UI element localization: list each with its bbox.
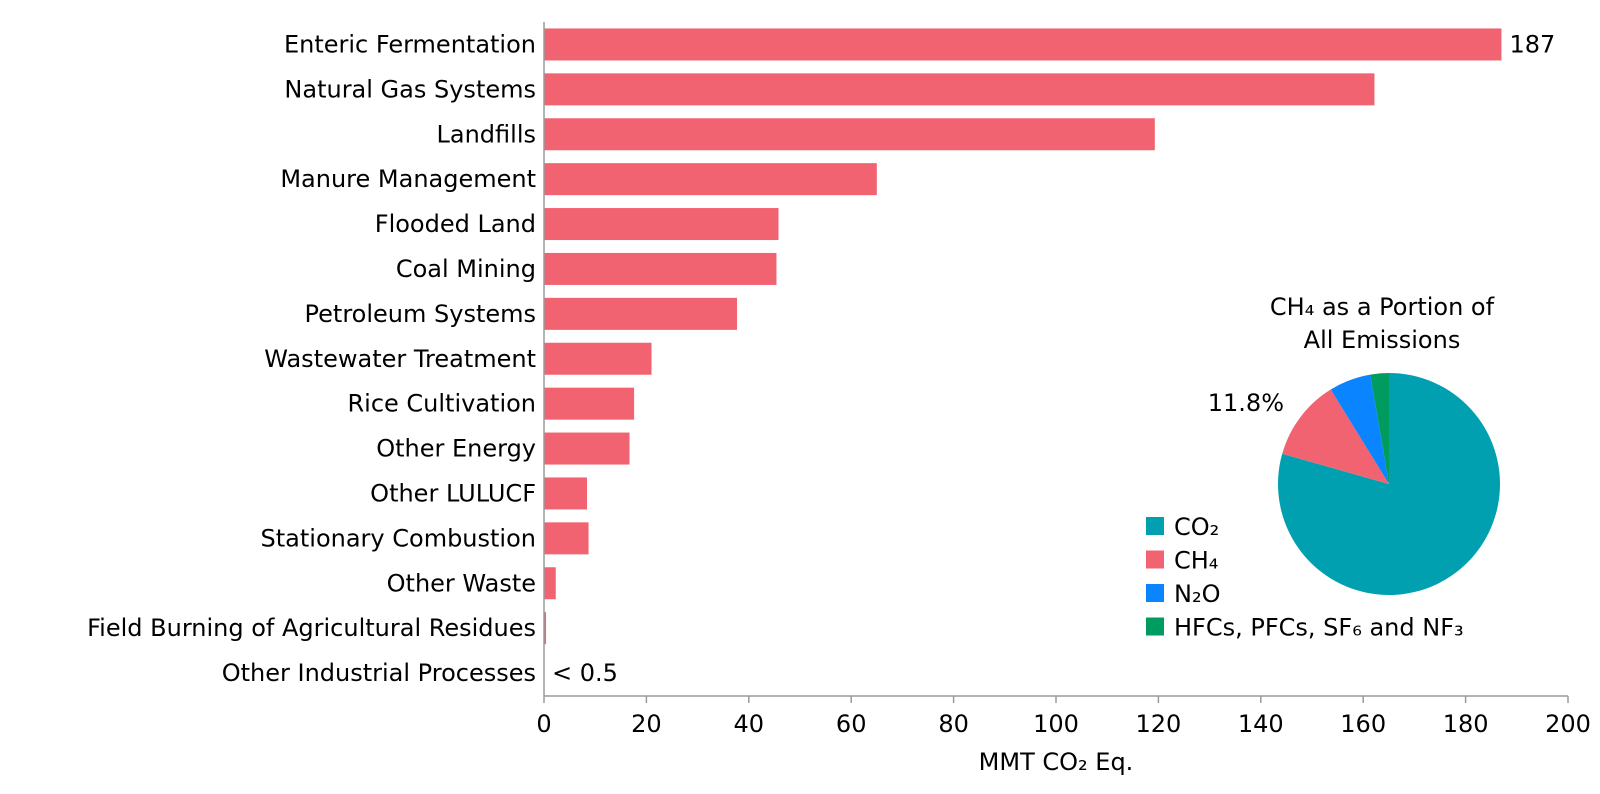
x-tick-label-20: 20 <box>631 710 662 738</box>
bar-other-lulucf <box>544 477 588 510</box>
category-label-other-lulucf: Other LULUCF <box>370 479 536 507</box>
legend-label-3: HFCs, PFCs, SF₆ and NF₃ <box>1174 614 1464 642</box>
category-label-enteric-fermentation: Enteric Fermentation <box>284 30 536 58</box>
x-tick-label-120: 120 <box>1135 710 1181 738</box>
x-tick-label-0: 0 <box>536 710 551 738</box>
category-label-wastewater-treatment: Wastewater Treatment <box>264 345 536 373</box>
pie-chart: CH₄ as a Portion of All Emissions 11.8% … <box>1146 293 1501 642</box>
data-labels: 187 < 0.5 <box>552 30 1555 687</box>
category-label-other-waste: Other Waste <box>387 569 536 597</box>
legend-label-0: CO₂ <box>1174 513 1219 541</box>
legend-label-2: N₂O <box>1174 580 1220 608</box>
category-label-other-industrial-processes: Other Industrial Processes <box>222 659 536 687</box>
legend-swatch-1 <box>1146 550 1164 569</box>
x-tick-label-180: 180 <box>1443 710 1489 738</box>
bar-flooded-land <box>544 208 779 241</box>
pie-slice-ch <box>1282 389 1389 484</box>
x-tick-label-80: 80 <box>938 710 969 738</box>
x-tick-label-60: 60 <box>836 710 867 738</box>
bar-coal-mining <box>544 252 777 285</box>
pie-slices <box>1278 372 1501 595</box>
bar-series <box>544 28 1502 645</box>
x-axis-label: MMT CO₂ Eq. <box>979 748 1134 776</box>
category-label-stationary-combustion: Stationary Combustion <box>261 524 536 552</box>
legend-swatch-3 <box>1146 617 1164 636</box>
bar-landfills <box>544 118 1155 151</box>
pie-legend: CO₂ CH₄ N₂O HFCs, PFCs, SF₆ and NF₃ <box>1146 513 1464 642</box>
bar-rice-cultivation <box>544 387 635 420</box>
category-label-field-burning-of-agricultural-residues: Field Burning of Agricultural Residues <box>87 614 536 642</box>
legend-label-1: CH₄ <box>1174 547 1218 575</box>
pie-title-line2: All Emissions <box>1304 326 1461 354</box>
category-label-rice-cultivation: Rice Cultivation <box>347 390 536 418</box>
category-labels: Enteric Fermentation Natural Gas Systems L… <box>87 30 536 687</box>
category-label-natural-gas-systems: Natural Gas Systems <box>284 75 536 103</box>
bar-enteric-fermentation <box>544 28 1502 61</box>
category-label-flooded-land: Flooded Land <box>375 210 536 238</box>
bar-wastewater-treatment <box>544 342 652 375</box>
data-label-enteric-fermentation: 187 <box>1509 30 1555 58</box>
legend-swatch-0 <box>1146 517 1164 535</box>
category-label-manure-management: Manure Management <box>280 165 536 193</box>
category-label-coal-mining: Coal Mining <box>396 255 536 283</box>
bar-natural-gas-systems <box>544 73 1375 106</box>
x-tick-label-40: 40 <box>734 710 765 738</box>
x-axis-ticks: 0 20 40 60 80 100 120 140 160 180 200 <box>536 696 1591 738</box>
x-tick-label-100: 100 <box>1033 710 1079 738</box>
pie-slice-label-ch4: 11.8% <box>1208 389 1284 417</box>
legend-swatch-2 <box>1146 584 1164 602</box>
bar-manure-management <box>544 163 877 196</box>
bar-other-waste <box>544 567 556 600</box>
x-tick-label-140: 140 <box>1238 710 1284 738</box>
category-label-other-energy: Other Energy <box>376 435 536 463</box>
bar-other-energy <box>544 432 630 465</box>
x-tick-label-200: 200 <box>1545 710 1591 738</box>
x-tick-label-160: 160 <box>1340 710 1386 738</box>
pie-slice-n-o <box>1330 374 1389 484</box>
pie-slice-hfcs-pfcs-sf-and-nf <box>1370 372 1389 484</box>
bar-stationary-combustion <box>544 522 589 555</box>
bar-field-burning-of-agricultural-residues <box>544 612 547 645</box>
pie-title-line1: CH₄ as a Portion of <box>1270 293 1495 321</box>
data-label-other-industrial-processes: < 0.5 <box>552 659 618 687</box>
category-label-petroleum-systems: Petroleum Systems <box>305 300 536 328</box>
category-label-landfills: Landfills <box>437 120 536 148</box>
bar-petroleum-systems <box>544 297 738 330</box>
